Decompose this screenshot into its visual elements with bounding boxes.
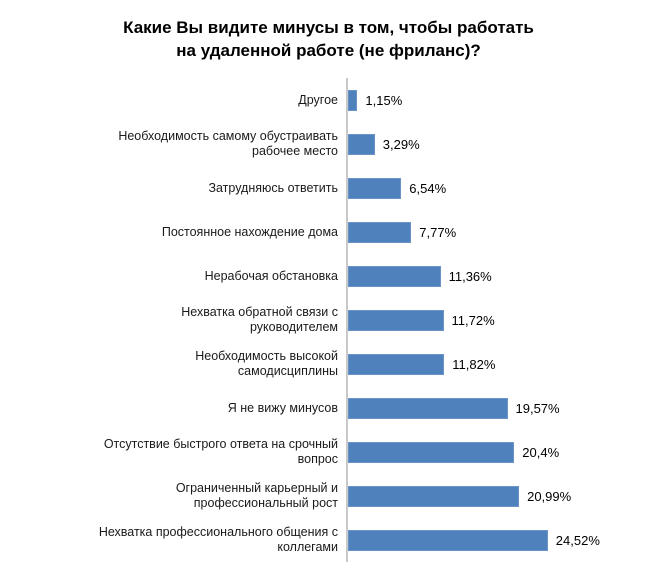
axis-and-bar-zone: 11,72% xyxy=(346,298,657,342)
chart-row: Другое 1,15% xyxy=(0,78,657,122)
bar xyxy=(348,89,358,111)
chart-row: Отсутствие быстрого ответа на срочный во… xyxy=(0,430,657,474)
category-label: Я не вижу минусов xyxy=(227,400,338,415)
axis-and-bar-zone: 20,99% xyxy=(346,474,657,518)
value-label: 1,15% xyxy=(365,92,403,108)
category-label: Затрудняюсь ответить xyxy=(208,180,338,195)
axis-and-bar-zone: 7,77% xyxy=(346,210,657,254)
bar xyxy=(348,397,508,419)
value-label: 24,52% xyxy=(555,532,600,548)
axis-and-bar-zone: 3,29% xyxy=(346,122,657,166)
axis-and-bar-zone: 1,15% xyxy=(346,78,657,122)
category-label: Нерабочая обстановка xyxy=(204,268,338,283)
chart-row: Постоянное нахождение дома 7,77% xyxy=(0,210,657,254)
axis-and-bar-zone: 11,82% xyxy=(346,342,657,386)
bar xyxy=(348,529,548,551)
chart-row: Необходимость высокой самодисциплины 11,… xyxy=(0,342,657,386)
chart-row: Нехватка обратной связи с руководителем … xyxy=(0,298,657,342)
chart-row: Нерабочая обстановка 11,36% xyxy=(0,254,657,298)
chart-row: Затрудняюсь ответить 6,54% xyxy=(0,166,657,210)
axis-and-bar-zone: 6,54% xyxy=(346,166,657,210)
category-label: Нехватка профессионального общения с кол… xyxy=(98,525,338,554)
axis-and-bar-zone: 11,36% xyxy=(346,254,657,298)
bar xyxy=(348,265,441,287)
chart-row: Необходимость самому обустраивать рабоче… xyxy=(0,122,657,166)
chart-row: Нехватка профессионального общения с кол… xyxy=(0,518,657,562)
category-label: Другое xyxy=(298,92,338,107)
bar xyxy=(348,485,520,507)
value-label: 6,54% xyxy=(409,180,447,196)
category-label: Необходимость самому обустраивать рабоче… xyxy=(118,129,338,158)
bar xyxy=(348,177,402,199)
axis-and-bar-zone: 24,52% xyxy=(346,518,657,562)
category-label: Отсутствие быстрого ответа на срочный во… xyxy=(103,437,338,466)
bar xyxy=(348,441,515,463)
plot-area: Другое 1,15% Необходимость самому обустр… xyxy=(0,78,657,562)
chart-row: Ограниченный карьерный и профессиональны… xyxy=(0,474,657,518)
chart-row: Я не вижу минусов 19,57% xyxy=(0,386,657,430)
category-label: Ограниченный карьерный и профессиональны… xyxy=(175,481,338,510)
category-label: Необходимость высокой самодисциплины xyxy=(195,349,338,378)
value-label: 11,82% xyxy=(452,356,496,372)
value-label: 3,29% xyxy=(382,136,420,152)
category-label: Нехватка обратной связи с руководителем xyxy=(181,305,338,334)
value-label: 20,4% xyxy=(522,444,560,460)
value-label: 11,72% xyxy=(451,312,495,328)
category-label: Постоянное нахождение дома xyxy=(161,224,338,239)
axis-and-bar-zone: 19,57% xyxy=(346,386,657,430)
value-label: 20,99% xyxy=(527,488,572,504)
value-label: 7,77% xyxy=(419,224,457,240)
bar xyxy=(348,309,444,331)
chart-title: Какие Вы видите минусы в том, чтобы рабо… xyxy=(123,18,534,60)
axis-and-bar-zone: 20,4% xyxy=(346,430,657,474)
value-label: 19,57% xyxy=(515,400,560,416)
bar xyxy=(348,353,445,375)
value-label: 11,36% xyxy=(448,268,492,284)
bar xyxy=(348,133,375,155)
bar xyxy=(348,221,412,243)
